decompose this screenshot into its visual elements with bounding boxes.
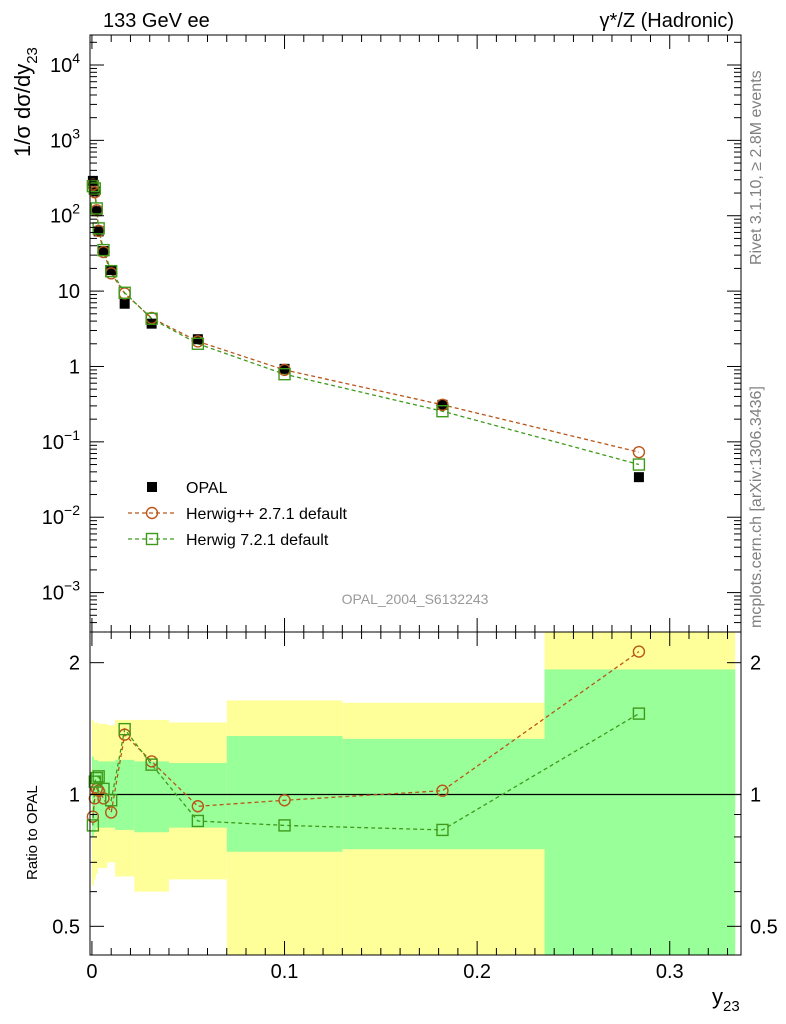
main-panel: 10−3 10−2 10−1 1 10 102 103 104 OPAL_2004_S6132… [10,34,742,633]
herwig7-ratio-point [278,819,291,832]
herwig7-point [88,182,102,195]
legend: OPAL Herwig++ 2.7.1 default Herwig 7.2.1 d… [128,480,348,549]
herwig7-ratio-point [145,758,158,771]
herwigpp-ratio-point [278,794,291,807]
herwigpp-ratio-point [632,645,646,658]
herwig7-point [97,243,110,257]
opal-data-point [98,246,109,257]
header-right-label: γ*/Z (Hadronic) [600,10,734,32]
herwig7-ratio-point [436,823,449,837]
opal-data-point [633,472,644,483]
herwig7-ratio-point [104,794,118,807]
herwigpp-ratio-point [436,784,449,797]
rivet-version-label: Rivet 3.1.10, ≥ 2.8M events [748,70,765,265]
main-y-tick-label: 103 [50,125,80,152]
legend-label: OPAL [186,480,228,497]
ratio-series-line-0 [92,651,640,817]
x-tick-label: 0 [86,961,97,983]
herwig7-point [278,367,291,381]
ratio-band-stat [91,756,94,837]
main-series-line-1 [92,184,640,453]
ratio-frame [89,631,742,956]
ratio-band-stat [168,763,227,828]
herwigpp-ratio-point [104,806,118,819]
ratio-marks [86,632,741,955]
herwig7-point [104,264,118,278]
analysis-watermark: OPAL_2004_S6132243 [342,591,489,607]
opal-data-point [192,334,203,345]
main-y-tick-label: 10−1 [42,427,80,454]
herwig7-point [92,222,105,235]
opal-data-point [91,206,102,217]
herwig7-ratio-point [86,819,100,832]
herwig7-ratio-point [191,814,205,828]
x-tick-label: 0.1 [271,961,299,983]
main-y-tick-label: 102 [50,201,80,228]
header-left-label: 133 GeV ee [103,10,210,32]
ratio-band-stat [226,736,343,852]
herwigpp-ratio-point [191,800,205,813]
main-series-line-2 [92,185,640,466]
ratio-series-line-1 [92,713,640,831]
main-y-tick-label: 10−3 [42,578,80,605]
ratio-panel: 0.5 0.5 1 1 2 2 0 0.1 0.2 0.3 Ratio to OPAL y23 [24,631,778,1015]
herwigpp-point [632,445,646,459]
herwig7-point [145,312,158,325]
ratio-y-tick-label-right: 1 [750,784,761,806]
main-y-tick-label: 10 [58,281,80,303]
x-tick-label: 0.3 [656,961,684,983]
herwig7-ratio-point [92,770,105,783]
ratio-y-tick-label-left: 2 [69,653,80,675]
herwig7-ratio-point [632,707,646,720]
x-axis-title: y23 [712,984,740,1015]
main-y-tick-label: 1 [69,356,80,378]
main-y-tick-label: 104 [50,50,80,77]
ratio-y-tick-label-left: 1 [69,784,80,806]
x-tick-label: 0.2 [463,961,491,983]
legend-label: Herwig 7.2.1 default [186,532,329,549]
herwig7-point [632,458,646,471]
legend-marker [147,482,157,492]
ratio-band-stat [134,761,169,833]
herwig7-point [191,337,205,350]
herwig7-ratio-point [118,722,131,736]
opal-data-point [437,399,448,410]
herwigpp-point [436,398,449,412]
herwigpp-ratio-point [86,810,100,823]
opal-data-point [106,265,117,276]
opal-data-point [119,298,130,309]
ratio-y-tick-label-right: 0.5 [750,916,778,938]
legend-label: Herwig++ 2.7.1 default [186,506,348,523]
legend-marker [145,532,159,546]
opal-data-point [93,226,104,237]
herwigpp-ratio-point [88,792,102,805]
herwig7-point [86,179,100,193]
ratio-y-axis-title: Ratio to OPAL [24,785,41,880]
herwig7-point [118,286,131,299]
herwig7-ratio-point [90,771,103,785]
ratio-axes: 0.5 0.5 1 1 2 2 0 0.1 0.2 0.3 [52,631,778,983]
mcplots-label: mcplots.cern.ch [arXiv:1306.3436] [748,386,765,628]
main-y-axis-title: 1/σ dσ/dy23 [10,47,41,157]
ratio-band-stat [544,669,736,955]
ratio-y-tick-label-left: 0.5 [52,916,80,938]
herwig7-point [436,405,449,418]
legend-marker [145,506,159,520]
ratio-y-tick-label-right: 2 [750,653,761,675]
main-y-tick-label: 10−2 [42,502,80,529]
herwigpp-ratio-point [97,792,110,805]
herwig7-point [90,202,103,215]
main-marks [86,175,646,483]
